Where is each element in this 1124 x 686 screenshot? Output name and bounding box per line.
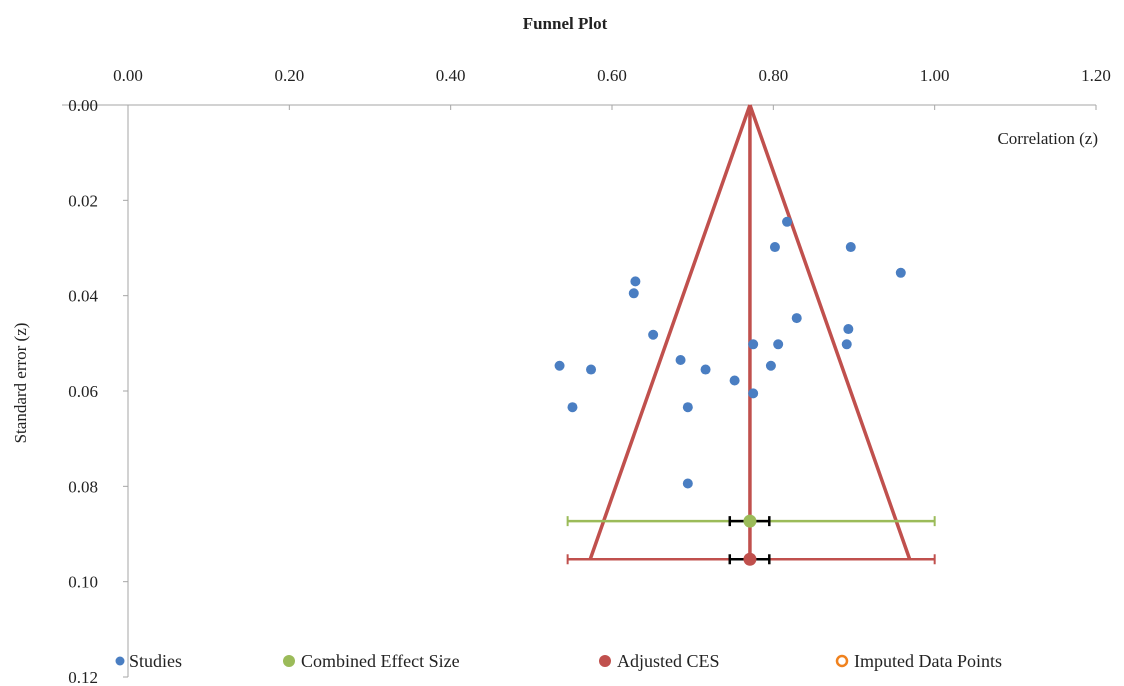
- legend-label-studies: Studies: [129, 651, 182, 671]
- study-point: [841, 339, 852, 350]
- y-tick-label: 0.10: [68, 573, 98, 592]
- funnel-left-line: [588, 104, 752, 560]
- study-point: [700, 364, 711, 375]
- x-tick-label: 0.20: [274, 66, 304, 85]
- y-tick-label: 0.04: [68, 287, 98, 306]
- funnel-right-line: [748, 104, 912, 560]
- study-point: [765, 360, 776, 371]
- x-tick-label: 0.60: [597, 66, 627, 85]
- study-point: [769, 242, 780, 253]
- legend-marker-combined: [283, 655, 295, 667]
- study-point: [628, 288, 639, 299]
- study-point: [648, 329, 659, 340]
- study-point: [748, 388, 759, 399]
- y-tick-label: 0.02: [68, 191, 98, 210]
- study-point: [748, 339, 759, 350]
- x-tick-label: 1.20: [1081, 66, 1111, 85]
- axes: 0.00 0.20 0.40 0.60 0.80 1.00 1.20 0.00 0.02 0.04…: [62, 66, 1111, 686]
- x-tick-label: 0.40: [436, 66, 466, 85]
- y-axis-label: Standard error (z): [11, 323, 30, 444]
- legend-marker-studies: [115, 656, 125, 666]
- study-point: [782, 216, 793, 227]
- study-point: [843, 324, 854, 335]
- legend-label-imputed: Imputed Data Points: [854, 651, 1002, 671]
- x-tick-label: 0.80: [758, 66, 788, 85]
- combined-effect-point: [743, 514, 757, 528]
- y-tick-label: 0.00: [68, 96, 98, 115]
- study-point: [845, 242, 856, 253]
- y-tick-label: 0.08: [68, 477, 98, 496]
- adjusted-ces-point: [743, 552, 757, 566]
- x-tick-label: 0.00: [113, 66, 143, 85]
- study-point: [682, 478, 693, 489]
- study-point: [682, 402, 693, 413]
- legend-label-combined: Combined Effect Size: [301, 651, 460, 671]
- y-tick-label: 0.12: [68, 668, 98, 686]
- study-point: [675, 355, 686, 366]
- legend: Studies Combined Effect Size Adjusted CES I…: [115, 651, 1002, 671]
- x-axis-label: Correlation (z): [997, 129, 1098, 148]
- study-point: [554, 360, 565, 371]
- funnel-lines: [588, 104, 912, 560]
- legend-marker-imputed: [835, 654, 849, 668]
- study-point: [729, 375, 740, 386]
- study-point: [895, 267, 906, 278]
- study-point: [630, 276, 641, 287]
- legend-label-adjusted: Adjusted CES: [617, 651, 720, 671]
- study-point: [586, 364, 597, 375]
- study-point: [773, 339, 784, 350]
- chart-title: Funnel Plot: [523, 14, 608, 33]
- y-tick-label: 0.06: [68, 382, 98, 401]
- legend-marker-adjusted: [599, 655, 611, 667]
- study-point: [567, 402, 578, 413]
- data-points: [554, 216, 906, 566]
- study-point: [791, 313, 802, 324]
- x-tick-label: 1.00: [920, 66, 950, 85]
